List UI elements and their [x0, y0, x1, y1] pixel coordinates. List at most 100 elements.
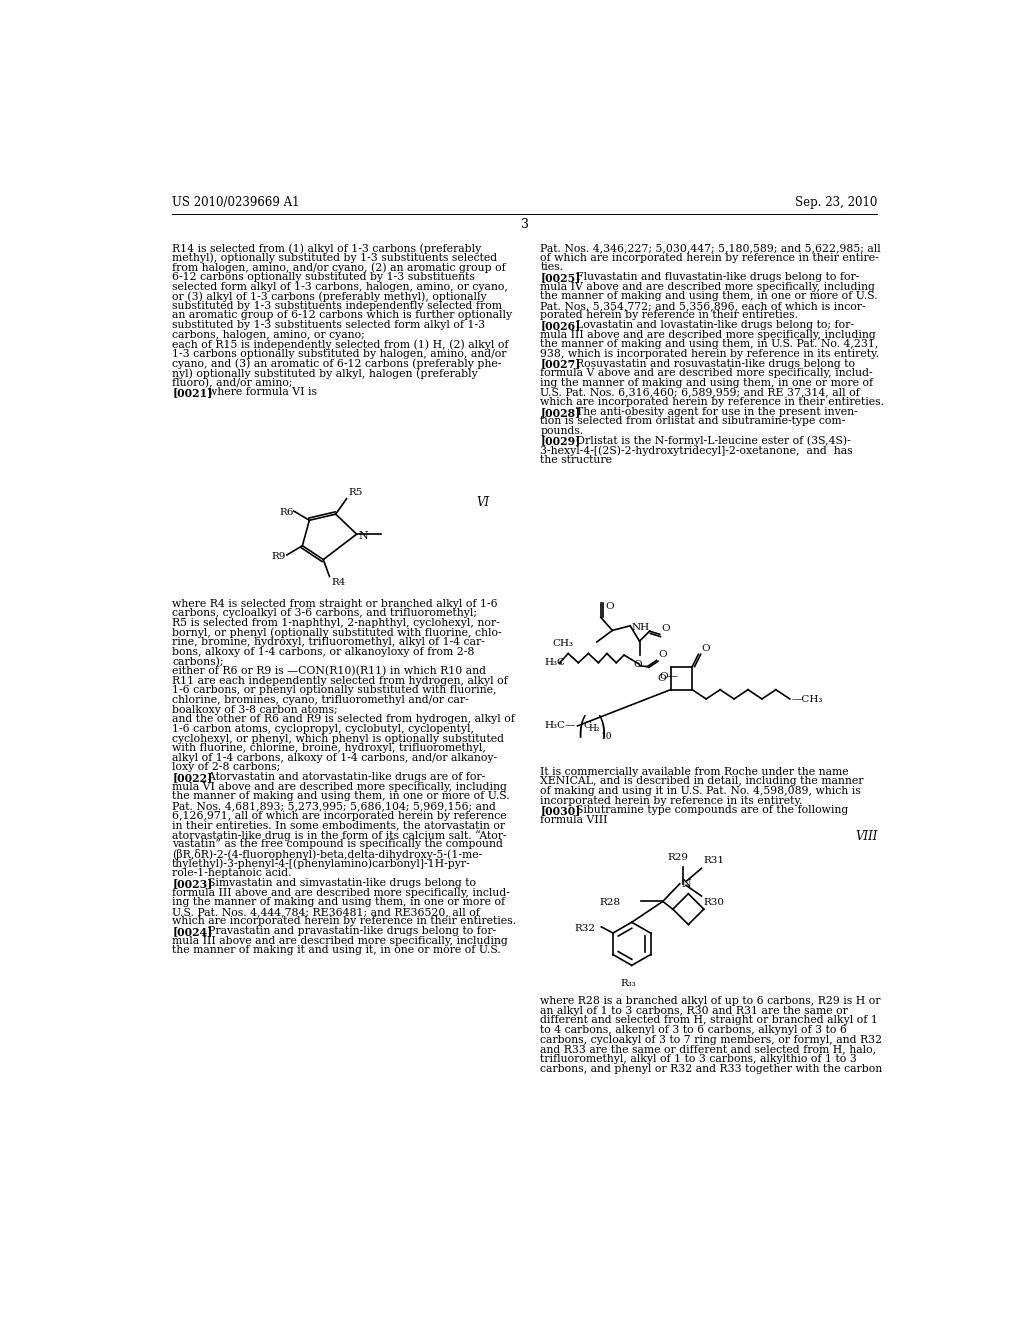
Text: incorporated herein by reference in its entirety.: incorporated herein by reference in its …: [541, 796, 803, 805]
Text: It is commercially available from Roche under the name: It is commercially available from Roche …: [541, 767, 849, 776]
Text: Lovastatin and lovastatin-like drugs belong to; for-: Lovastatin and lovastatin-like drugs bel…: [562, 321, 854, 330]
Text: the structure: the structure: [541, 455, 612, 465]
Text: tion is selected from orlistat and sibutramine-type com-: tion is selected from orlistat and sibut…: [541, 416, 846, 426]
Text: H₂: H₂: [589, 723, 600, 733]
Text: carbons, halogen, amino, or cyano;: carbons, halogen, amino, or cyano;: [172, 330, 365, 339]
Text: alkyl of 1-4 carbons, alkoxy of 1-4 carbons, and/or alkanoy-: alkyl of 1-4 carbons, alkoxy of 1-4 carb…: [172, 752, 498, 763]
Text: [0027]: [0027]: [541, 359, 581, 370]
Text: O: O: [658, 649, 667, 659]
Text: an alkyl of 1 to 3 carbons, R30 and R31 are the same or: an alkyl of 1 to 3 carbons, R30 and R31 …: [541, 1006, 848, 1016]
Text: Pravastatin and pravastatin-like drugs belong to for-: Pravastatin and pravastatin-like drugs b…: [195, 927, 497, 936]
Text: [0028]: [0028]: [541, 407, 581, 417]
Text: rine, bromine, hydroxyl, trifluoromethyl, alkyl of 1-4 car-: rine, bromine, hydroxyl, trifluoromethyl…: [172, 638, 485, 647]
Text: substituted by 1-3 substituents independently selected from: substituted by 1-3 substituents independ…: [172, 301, 502, 310]
Text: R5 is selected from 1-naphthyl, 2-naphthyl, cyclohexyl, nor-: R5 is selected from 1-naphthyl, 2-naphth…: [172, 618, 500, 628]
Text: US 2010/0239669 A1: US 2010/0239669 A1: [172, 197, 300, 209]
Text: 1-6 carbons, or phenyl optionally substituted with fluorine,: 1-6 carbons, or phenyl optionally substi…: [172, 685, 497, 696]
Text: carbons, cycloakyl of 3 to 7 ring members, or formyl, and R32: carbons, cycloakyl of 3 to 7 ring member…: [541, 1035, 883, 1044]
Text: the manner of making and using them, in one or more of U.S.: the manner of making and using them, in …: [172, 792, 510, 801]
Text: pounds.: pounds.: [541, 426, 584, 436]
Text: —CH₃: —CH₃: [792, 696, 822, 704]
Text: to 4 carbons, alkenyl of 3 to 6 carbons, alkynyl of 3 to 6: to 4 carbons, alkenyl of 3 to 6 carbons,…: [541, 1026, 847, 1035]
Text: either of R6 or R9 is —CON(R10)(R11) in which R10 and: either of R6 or R9 is —CON(R10)(R11) in …: [172, 667, 486, 677]
Text: 6,126,971, all of which are incorporated herein by reference: 6,126,971, all of which are incorporated…: [172, 810, 507, 821]
Text: VI: VI: [477, 496, 489, 510]
Text: H₃C—: H₃C—: [545, 722, 577, 730]
Text: 6-12 carbons optionally substituted by 1-3 substituents: 6-12 carbons optionally substituted by 1…: [172, 272, 475, 282]
Text: nyl) optionally substituted by alkyl, halogen (preferably: nyl) optionally substituted by alkyl, ha…: [172, 368, 478, 379]
Text: substituted by 1-3 substituents selected form alkyl of 1-3: substituted by 1-3 substituents selected…: [172, 321, 485, 330]
Text: 938, which is incorporated herein by reference in its entirety.: 938, which is incorporated herein by ref…: [541, 348, 880, 359]
Text: 3-hexyl-4-[(2S)-2-hydroxytridecyl]-2-oxetanone,  and  has: 3-hexyl-4-[(2S)-2-hydroxytridecyl]-2-oxe…: [541, 445, 853, 455]
Text: O: O: [701, 644, 710, 653]
Text: ⎞: ⎞: [596, 715, 606, 738]
Text: R₃₃: R₃₃: [621, 979, 636, 989]
Text: formula VIII: formula VIII: [541, 814, 608, 825]
Text: ing the manner of making and using them, in one or more of: ing the manner of making and using them,…: [172, 898, 505, 907]
Text: O: O: [605, 602, 614, 611]
Text: Sep. 23, 2010: Sep. 23, 2010: [795, 197, 878, 209]
Text: cyclohexyl, or phenyl, which phenyl is optionally substituted: cyclohexyl, or phenyl, which phenyl is o…: [172, 734, 504, 743]
Text: [0029]: [0029]: [541, 436, 581, 446]
Text: where R28 is a branched alkyl of up to 6 carbons, R29 is H or: where R28 is a branched alkyl of up to 6…: [541, 997, 881, 1006]
Text: [0030]: [0030]: [541, 805, 581, 816]
Text: R5: R5: [348, 488, 362, 498]
Text: carbons, and phenyl or R32 and R33 together with the carbon: carbons, and phenyl or R32 and R33 toget…: [541, 1064, 883, 1073]
Text: [0026]: [0026]: [541, 321, 581, 331]
Text: Simvastatin and simvastatin-like drugs belong to: Simvastatin and simvastatin-like drugs b…: [195, 878, 476, 888]
Text: bornyl, or phenyl (optionally substituted with fluorine, chlo-: bornyl, or phenyl (optionally substitute…: [172, 628, 502, 639]
Text: O: O: [634, 660, 642, 669]
Text: Rosuvastatin and rosuvastatin-like drugs belong to: Rosuvastatin and rosuvastatin-like drugs…: [562, 359, 855, 368]
Text: U.S. Pat. Nos. 6,316,460; 6,589,959; and RE 37,314, all of: U.S. Pat. Nos. 6,316,460; 6,589,959; and…: [541, 388, 860, 397]
Text: methyl), optionally substituted by 1-3 substituents selected: methyl), optionally substituted by 1-3 s…: [172, 252, 498, 263]
Text: O: O: [662, 624, 670, 632]
Text: R11 are each independently selected from hydrogen, alkyl of: R11 are each independently selected from…: [172, 676, 508, 686]
Text: from halogen, amino, and/or cyano, (2) an aromatic group of: from halogen, amino, and/or cyano, (2) a…: [172, 263, 506, 273]
Text: [0025]: [0025]: [541, 272, 581, 282]
Text: 10: 10: [601, 733, 612, 741]
Text: Fluvastatin and fluvastatin-like drugs belong to for-: Fluvastatin and fluvastatin-like drugs b…: [562, 272, 860, 282]
Text: mula IV above and are described more specifically, including: mula IV above and are described more spe…: [541, 281, 876, 292]
Text: [0022]: [0022]: [172, 772, 212, 783]
Text: and R33 are the same or different and selected from H, halo,: and R33 are the same or different and se…: [541, 1044, 877, 1055]
Text: O: O: [657, 673, 666, 682]
Text: 1-3 carbons optionally substituted by halogen, amino, and/or: 1-3 carbons optionally substituted by ha…: [172, 348, 507, 359]
Text: cyano, and (3) an aromatic of 6-12 carbons (preferably phe-: cyano, and (3) an aromatic of 6-12 carbo…: [172, 359, 502, 370]
Text: loxy of 2-8 carbons;: loxy of 2-8 carbons;: [172, 763, 281, 772]
Text: N: N: [681, 879, 691, 888]
Text: XENICAL, and is described in detail, including the manner: XENICAL, and is described in detail, inc…: [541, 776, 864, 787]
Text: [0023]: [0023]: [172, 878, 213, 888]
Text: and the other of R6 and R9 is selected from hydrogen, alkyl of: and the other of R6 and R9 is selected f…: [172, 714, 515, 725]
Text: (βR,δR)-2-(4-fluorophenyl)-beta,delta-dihydroxy-5-(1-me-: (βR,δR)-2-(4-fluorophenyl)-beta,delta-di…: [172, 849, 482, 861]
Text: [0024]: [0024]: [172, 927, 212, 937]
Text: where formula VI is: where formula VI is: [195, 388, 317, 397]
Text: vastatin” as the free compound is specifically the compound: vastatin” as the free compound is specif…: [172, 840, 503, 850]
Text: CH₃: CH₃: [553, 639, 573, 648]
Text: role-1-heptanoic acid.: role-1-heptanoic acid.: [172, 869, 292, 878]
Text: ⎛: ⎛: [578, 715, 587, 738]
Text: formula III above and are described more specifically, includ-: formula III above and are described more…: [172, 887, 510, 898]
Text: atorvastatin-like drug is in the form of its calcium salt. “Ator-: atorvastatin-like drug is in the form of…: [172, 830, 507, 841]
Text: an aromatic group of 6-12 carbons which is further optionally: an aromatic group of 6-12 carbons which …: [172, 310, 512, 321]
Text: the manner of making and using them, in one or more of U.S.: the manner of making and using them, in …: [541, 292, 878, 301]
Text: VIII: VIII: [855, 830, 878, 843]
Text: which are incorporated herein by reference in their entireties.: which are incorporated herein by referen…: [172, 916, 516, 927]
Text: [0021]: [0021]: [172, 388, 213, 399]
Text: chlorine, bromines, cyano, trifluoromethyl and/or car-: chlorine, bromines, cyano, trifluorometh…: [172, 696, 469, 705]
Text: ties.: ties.: [541, 263, 563, 272]
Text: R4: R4: [331, 578, 345, 587]
Text: 3: 3: [521, 218, 528, 231]
Text: H₃C: H₃C: [544, 659, 565, 667]
Text: R6: R6: [280, 508, 294, 517]
Text: which are incorporated herein by reference in their entireties.: which are incorporated herein by referen…: [541, 397, 885, 407]
Text: O—: O—: [658, 672, 678, 681]
Text: selected form alkyl of 1-3 carbons, halogen, amino, or cyano,: selected form alkyl of 1-3 carbons, halo…: [172, 281, 508, 292]
Text: formula V above and are described more specifically, includ-: formula V above and are described more s…: [541, 368, 872, 379]
Text: NH: NH: [632, 623, 650, 632]
Text: where R4 is selected from straight or branched alkyl of 1-6: where R4 is selected from straight or br…: [172, 599, 498, 609]
Text: porated herein by reference in their entireties.: porated herein by reference in their ent…: [541, 310, 799, 321]
Text: thylethyl)-3-phenyl-4-[(phenylamino)carbonyl]-1H-pyr-: thylethyl)-3-phenyl-4-[(phenylamino)carb…: [172, 859, 471, 870]
Text: of which are incorporated herein by reference in their entire-: of which are incorporated herein by refe…: [541, 252, 879, 263]
Text: The anti-obesity agent for use in the present inven-: The anti-obesity agent for use in the pr…: [562, 407, 858, 417]
Text: Orlistat is the N-formyl-L-leucine ester of (3S,4S)-: Orlistat is the N-formyl-L-leucine ester…: [562, 436, 851, 446]
